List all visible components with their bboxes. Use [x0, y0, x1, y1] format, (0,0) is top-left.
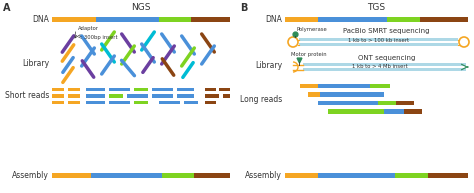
Bar — [205, 101, 216, 104]
Bar — [420, 16, 468, 21]
Bar — [285, 173, 318, 178]
Bar — [109, 101, 130, 104]
Bar — [303, 63, 466, 66]
Text: Adaptor: Adaptor — [78, 26, 99, 31]
Text: PacBio SMRT sequencing: PacBio SMRT sequencing — [343, 28, 430, 34]
Bar — [97, 16, 159, 21]
Text: Assembly: Assembly — [12, 170, 49, 179]
Bar — [396, 101, 414, 105]
Text: Long reads: Long reads — [240, 96, 282, 104]
Bar — [318, 84, 370, 88]
Bar — [52, 173, 91, 178]
Text: Polymerase: Polymerase — [297, 27, 328, 32]
Bar — [378, 101, 396, 105]
Bar — [194, 173, 230, 178]
Bar — [177, 94, 194, 98]
Text: Assembly: Assembly — [245, 170, 282, 179]
Bar — [308, 92, 320, 97]
Text: Library: Library — [22, 58, 49, 68]
Bar — [86, 94, 105, 98]
Bar — [299, 38, 458, 41]
Text: Library: Library — [255, 60, 282, 69]
Bar — [191, 16, 230, 21]
Bar — [134, 88, 148, 91]
Bar — [68, 94, 81, 98]
Bar — [384, 109, 404, 114]
Bar — [159, 16, 191, 21]
Bar — [205, 88, 216, 91]
Bar — [52, 16, 97, 21]
Bar — [163, 173, 194, 178]
Text: NGS: NGS — [131, 3, 151, 12]
Bar — [285, 16, 318, 21]
Text: TGS: TGS — [367, 3, 385, 12]
Bar — [91, 173, 163, 178]
Text: Motor protein: Motor protein — [291, 52, 327, 57]
Bar — [86, 101, 105, 104]
Bar — [395, 173, 428, 178]
Bar — [177, 88, 194, 91]
Bar — [52, 101, 64, 104]
Bar — [52, 94, 64, 98]
Bar — [159, 101, 180, 104]
Bar — [300, 84, 318, 88]
Bar — [320, 92, 384, 97]
Bar — [68, 88, 81, 91]
Text: < 300bp insert: < 300bp insert — [78, 35, 118, 40]
Bar — [109, 94, 123, 98]
Bar — [86, 88, 105, 91]
Text: DNA: DNA — [32, 14, 49, 24]
Bar — [387, 16, 420, 21]
Bar — [68, 101, 81, 104]
Bar — [370, 84, 390, 88]
Bar — [134, 101, 148, 104]
Bar — [328, 109, 384, 114]
Bar — [318, 101, 378, 105]
Bar — [303, 68, 466, 71]
Bar — [219, 88, 230, 91]
Bar — [404, 109, 422, 114]
Text: ONT sequencing: ONT sequencing — [358, 55, 415, 61]
Bar — [127, 94, 148, 98]
Bar — [152, 94, 173, 98]
Bar — [184, 101, 198, 104]
Bar — [318, 16, 387, 21]
Bar — [428, 173, 468, 178]
Bar — [318, 173, 395, 178]
Bar — [109, 88, 130, 91]
Bar — [152, 88, 173, 91]
Text: B: B — [240, 3, 247, 13]
Bar — [223, 94, 230, 98]
Text: 1 kb to > 4 Mb insert: 1 kb to > 4 Mb insert — [352, 63, 407, 69]
Bar — [299, 43, 458, 46]
Bar — [52, 88, 64, 91]
Bar — [205, 94, 219, 98]
Text: DNA: DNA — [265, 14, 282, 24]
Text: 1 kb to > 100 kb insert: 1 kb to > 100 kb insert — [348, 38, 409, 43]
Text: Short reads: Short reads — [5, 91, 49, 101]
Text: A: A — [3, 3, 10, 13]
